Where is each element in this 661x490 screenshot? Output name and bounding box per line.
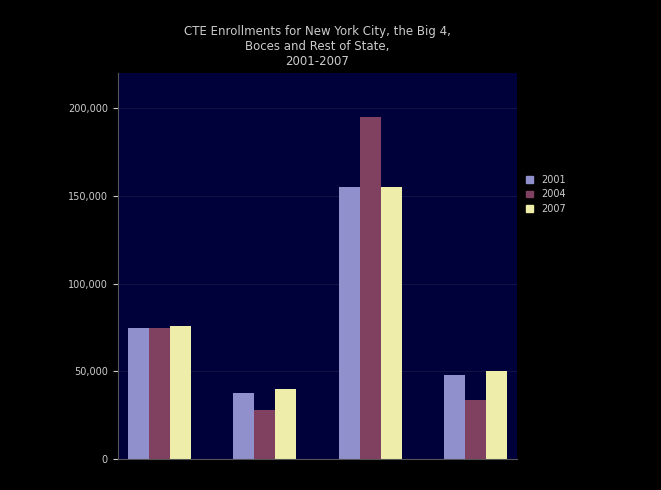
Bar [233, 392, 254, 459]
Bar [465, 399, 486, 459]
Bar [149, 328, 170, 459]
Bar [170, 326, 191, 459]
Bar [128, 328, 149, 459]
Bar [276, 389, 296, 459]
Bar [444, 375, 465, 459]
Bar [360, 117, 381, 459]
Bar [381, 187, 402, 459]
Bar [254, 410, 276, 459]
Bar [338, 187, 360, 459]
Title: CTE Enrollments for New York City, the Big 4,
Boces and Rest of State,
2001-2007: CTE Enrollments for New York City, the B… [184, 25, 451, 68]
Legend: 2001, 2004, 2007: 2001, 2004, 2007 [526, 174, 566, 214]
Bar [486, 371, 507, 459]
